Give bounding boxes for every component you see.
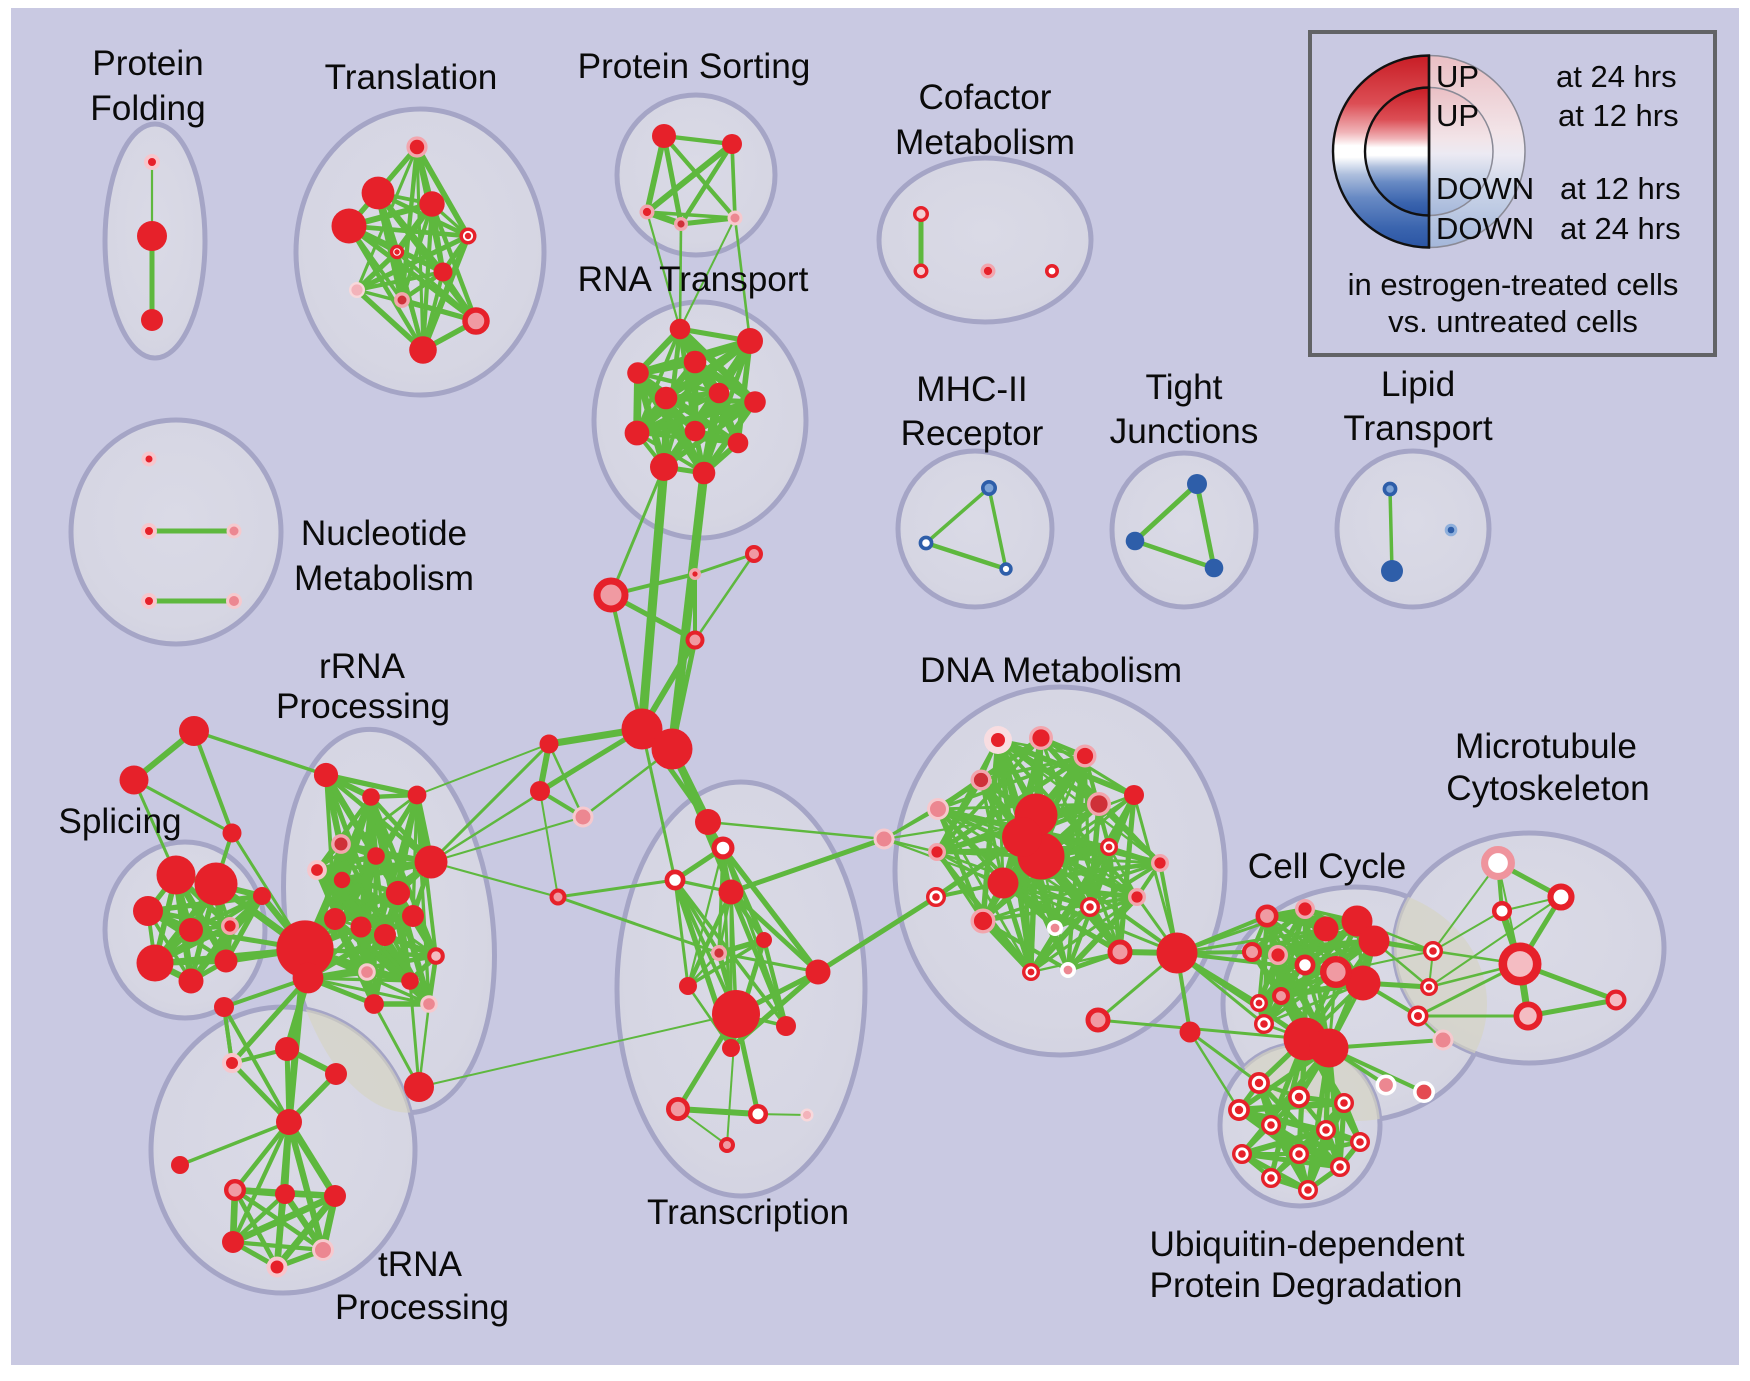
svg-text:at 12 hrs: at 12 hrs bbox=[1560, 171, 1681, 206]
svg-text:Microtubule: Microtubule bbox=[1455, 727, 1637, 766]
svg-text:Processing: Processing bbox=[335, 1288, 509, 1327]
svg-text:Cytoskeleton: Cytoskeleton bbox=[1446, 769, 1649, 808]
svg-text:at 24 hrs: at 24 hrs bbox=[1556, 59, 1677, 94]
svg-text:Lipid: Lipid bbox=[1381, 365, 1455, 404]
svg-text:Transport: Transport bbox=[1343, 409, 1492, 448]
svg-text:Cofactor: Cofactor bbox=[919, 78, 1052, 117]
svg-text:RNA Transport: RNA Transport bbox=[578, 260, 809, 299]
svg-text:Protein Degradation: Protein Degradation bbox=[1150, 1266, 1463, 1305]
svg-text:Metabolism: Metabolism bbox=[294, 559, 474, 598]
svg-text:Protein Sorting: Protein Sorting bbox=[578, 47, 811, 86]
svg-text:UP: UP bbox=[1436, 98, 1479, 133]
svg-text:Ubiquitin-dependent: Ubiquitin-dependent bbox=[1150, 1225, 1465, 1264]
svg-text:in estrogen-treated cells: in estrogen-treated cells bbox=[1348, 267, 1679, 302]
svg-text:Junctions: Junctions bbox=[1110, 412, 1259, 451]
svg-text:DOWN: DOWN bbox=[1436, 211, 1534, 246]
svg-text:at 12 hrs: at 12 hrs bbox=[1558, 98, 1679, 133]
svg-text:at 24 hrs: at 24 hrs bbox=[1560, 211, 1681, 246]
svg-text:Folding: Folding bbox=[90, 89, 205, 128]
svg-text:Splicing: Splicing bbox=[58, 802, 181, 841]
svg-text:Processing: Processing bbox=[276, 687, 450, 726]
svg-text:UP: UP bbox=[1436, 59, 1479, 94]
svg-text:Tight: Tight bbox=[1146, 368, 1223, 407]
svg-text:tRNA: tRNA bbox=[378, 1245, 463, 1284]
svg-text:Transcription: Transcription bbox=[647, 1193, 849, 1232]
svg-text:MHC-II: MHC-II bbox=[916, 370, 1027, 409]
svg-text:Cell Cycle: Cell Cycle bbox=[1248, 847, 1406, 886]
svg-text:Nucleotide: Nucleotide bbox=[301, 514, 467, 553]
svg-text:Protein: Protein bbox=[92, 44, 204, 83]
svg-text:DNA Metabolism: DNA Metabolism bbox=[920, 651, 1182, 690]
svg-text:Receptor: Receptor bbox=[901, 414, 1044, 453]
svg-text:Metabolism: Metabolism bbox=[895, 123, 1075, 162]
svg-text:vs. untreated cells: vs. untreated cells bbox=[1388, 304, 1638, 339]
svg-text:Translation: Translation bbox=[325, 58, 498, 97]
svg-text:rRNA: rRNA bbox=[319, 647, 406, 686]
svg-text:DOWN: DOWN bbox=[1436, 171, 1534, 206]
